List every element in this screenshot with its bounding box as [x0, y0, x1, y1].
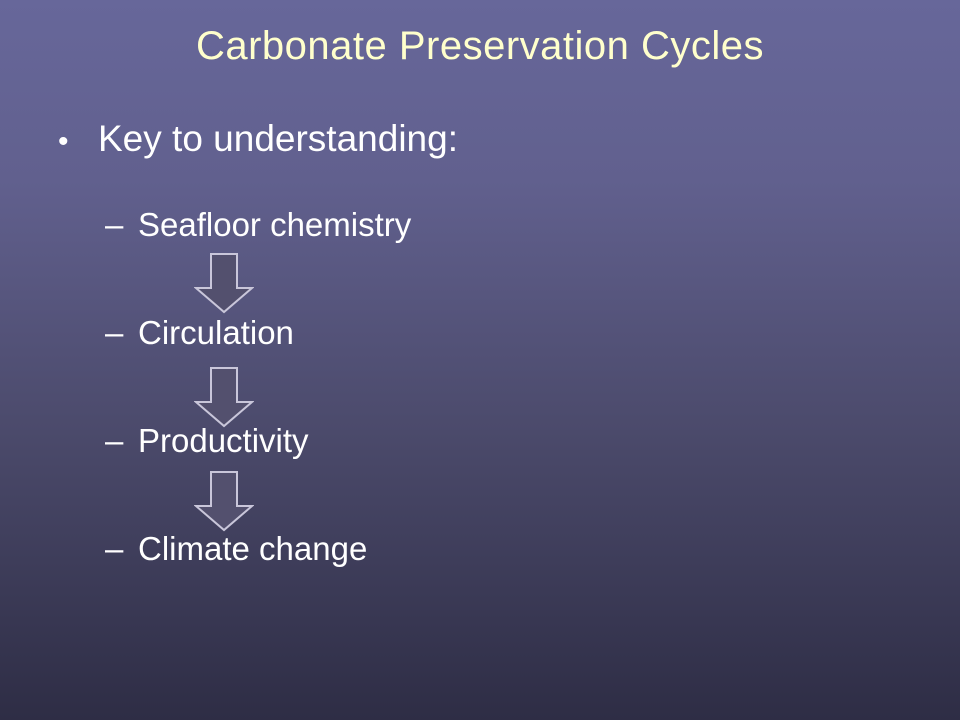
down-arrow-icon: [194, 367, 254, 428]
sub-bullet-text: Seafloor chemistry: [138, 206, 412, 243]
slide-title: Carbonate Preservation Cycles: [195, 24, 765, 68]
bullet-item: • Key to understanding:: [58, 118, 458, 160]
down-arrow-icon: [194, 253, 254, 314]
dash-marker: –: [105, 530, 124, 567]
dash-marker: –: [105, 206, 124, 243]
sub-bullet-seafloor-chemistry: – Seafloor chemistry: [105, 206, 411, 244]
sub-bullet-text: Climate change: [138, 530, 368, 567]
sub-bullet-text: Productivity: [138, 422, 309, 459]
down-arrow-icon: [194, 471, 254, 532]
sub-bullet-text: Circulation: [138, 314, 294, 351]
sub-bullet-productivity: – Productivity: [105, 422, 309, 460]
bullet-marker: •: [58, 125, 69, 158]
bullet-text: Key to understanding:: [98, 118, 458, 159]
sub-bullet-climate-change: – Climate change: [105, 530, 367, 568]
sub-bullet-circulation: – Circulation: [105, 314, 294, 352]
dash-marker: –: [105, 422, 124, 459]
dash-marker: –: [105, 314, 124, 351]
